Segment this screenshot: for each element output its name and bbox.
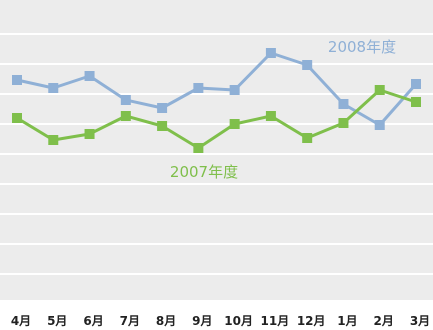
series-labels: 2008年度 2007年度 <box>170 38 396 181</box>
data-point <box>157 103 168 113</box>
x-tick-label: 11月 <box>261 314 290 328</box>
data-point <box>265 111 276 121</box>
x-axis-tick-labels: 4月 5月 6月 7月 8月 9月 10月 11月 12月 1月 2月 3月 <box>11 314 430 328</box>
grid-lines <box>0 33 433 275</box>
data-point <box>229 119 240 129</box>
data-point <box>411 79 421 89</box>
series-line <box>16 51 418 127</box>
x-tick-label: 6月 <box>83 314 103 328</box>
data-point <box>48 135 59 145</box>
series-line <box>16 88 417 150</box>
x-tick-label: 5月 <box>47 314 67 328</box>
x-tick-label: 10月 <box>224 314 253 328</box>
data-point <box>157 121 168 131</box>
data-point <box>84 129 95 139</box>
x-tick-label: 4月 <box>11 314 31 328</box>
data-point <box>374 85 385 95</box>
series-label: 2007年度 <box>170 163 238 181</box>
plot-background <box>0 0 433 300</box>
data-point <box>302 60 313 70</box>
data-point <box>12 113 22 123</box>
data-point <box>411 97 421 107</box>
data-point <box>338 118 349 128</box>
data-point <box>120 95 131 105</box>
data-point <box>338 99 349 109</box>
data-point <box>193 143 204 153</box>
series-group <box>12 48 421 153</box>
data-point <box>374 120 385 130</box>
x-tick-label: 3月 <box>410 314 430 328</box>
x-tick-label: 7月 <box>120 314 140 328</box>
data-point <box>120 111 131 121</box>
data-point <box>193 83 204 93</box>
data-point <box>302 133 313 143</box>
x-tick-label: 12月 <box>297 314 326 328</box>
data-point <box>48 83 59 93</box>
x-tick-label: 2月 <box>374 314 394 328</box>
data-point <box>265 48 276 58</box>
x-tick-label: 8月 <box>156 314 176 328</box>
data-point <box>12 75 22 85</box>
x-tick-label: 9月 <box>192 314 212 328</box>
x-tick-label: 1月 <box>337 314 357 328</box>
data-point <box>229 85 240 95</box>
series-label: 2008年度 <box>328 38 396 56</box>
data-point <box>84 71 95 81</box>
